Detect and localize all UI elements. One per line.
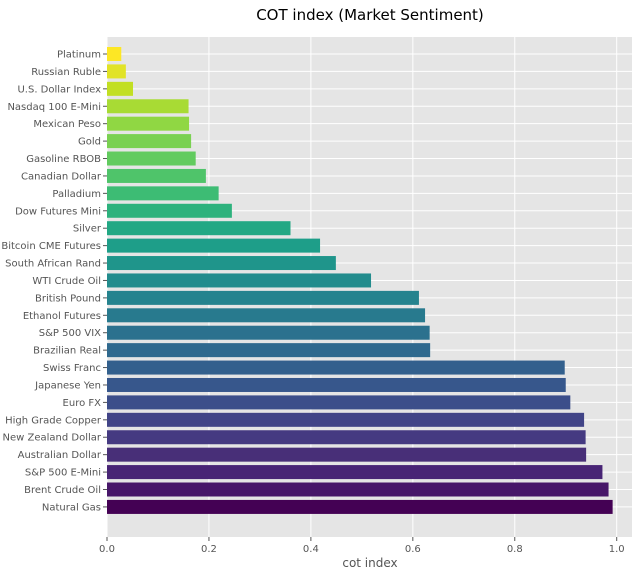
bar bbox=[107, 273, 372, 288]
bar bbox=[107, 81, 133, 96]
bar bbox=[107, 447, 587, 462]
x-tick-label: 0.6 bbox=[405, 544, 421, 555]
bar bbox=[107, 343, 431, 358]
y-tick-label: WTI Crude Oil bbox=[32, 276, 101, 287]
bar bbox=[107, 412, 585, 427]
bar bbox=[107, 134, 192, 149]
y-tick-label: S&P 500 VIX bbox=[39, 328, 101, 339]
bar bbox=[107, 377, 566, 392]
y-tick-label: Ethanol Futures bbox=[23, 311, 101, 322]
y-tick-label: S&P 500 E-Mini bbox=[25, 468, 101, 479]
y-tick-label: High Grade Copper bbox=[5, 415, 102, 426]
bar bbox=[107, 99, 189, 114]
y-tick-label: Russian Ruble bbox=[31, 67, 101, 78]
y-tick-label: Swiss Franc bbox=[43, 363, 101, 374]
bar bbox=[107, 308, 426, 323]
y-tick-label: Platinum bbox=[57, 50, 101, 61]
y-tick-label: U.S. Dollar Index bbox=[17, 84, 101, 95]
y-tick-label: Mexican Peso bbox=[33, 119, 101, 130]
y-tick-label: South African Rand bbox=[5, 259, 101, 270]
y-tick-label: Silver bbox=[73, 224, 102, 235]
bar bbox=[107, 47, 122, 61]
y-tick-label: Palladium bbox=[52, 189, 101, 200]
bar bbox=[107, 221, 291, 236]
bar bbox=[107, 151, 196, 166]
y-tick-label: British Pound bbox=[35, 293, 101, 304]
bars-group bbox=[107, 47, 613, 514]
bar bbox=[107, 395, 571, 410]
x-axis-label: cot index bbox=[342, 556, 397, 570]
bar bbox=[107, 203, 232, 218]
x-tick-labels: 0.0 0.2 0.4 0.6 0.8 1.0 bbox=[99, 537, 625, 555]
bar bbox=[107, 499, 613, 514]
x-tick-label: 0.8 bbox=[507, 544, 523, 555]
bar bbox=[107, 168, 206, 183]
bar bbox=[107, 256, 336, 271]
y-tick-label: Dow Futures Mini bbox=[15, 206, 101, 217]
bar bbox=[107, 290, 419, 305]
bar bbox=[107, 186, 219, 201]
x-tick-label: 0.0 bbox=[99, 544, 115, 555]
y-tick-label: Natural Gas bbox=[42, 502, 101, 513]
bar bbox=[107, 325, 430, 340]
y-tick-label: Gasoline RBOB bbox=[26, 154, 101, 165]
y-tick-label: Canadian Dollar bbox=[21, 171, 102, 182]
bar bbox=[107, 430, 586, 445]
y-tick-label: Gold bbox=[78, 137, 101, 148]
y-tick-label: Brazilian Real bbox=[33, 346, 101, 357]
chart-title: COT index (Market Sentiment) bbox=[256, 6, 484, 24]
x-tick-label: 0.2 bbox=[201, 544, 217, 555]
bar bbox=[107, 238, 321, 253]
bar bbox=[107, 116, 190, 131]
y-tick-label: Bitcoin CME Futures bbox=[1, 241, 101, 252]
x-tick-label: 0.4 bbox=[303, 544, 319, 555]
y-tick-label: Australian Dollar bbox=[18, 450, 102, 461]
bar bbox=[107, 360, 565, 375]
y-tick-labels: Platinum Russian Ruble U.S. Dollar Index Na… bbox=[1, 50, 107, 513]
y-tick-label: Nasdaq 100 E-Mini bbox=[7, 102, 101, 113]
y-tick-label: Brent Crude Oil bbox=[24, 485, 101, 496]
bar bbox=[107, 465, 603, 480]
bar bbox=[107, 64, 126, 79]
x-tick-label: 1.0 bbox=[609, 544, 625, 555]
y-tick-label: Japanese Yen bbox=[34, 380, 101, 391]
bar bbox=[107, 482, 609, 497]
y-tick-label: Euro FX bbox=[63, 398, 102, 409]
y-tick-label: New Zealand Dollar bbox=[2, 433, 101, 444]
